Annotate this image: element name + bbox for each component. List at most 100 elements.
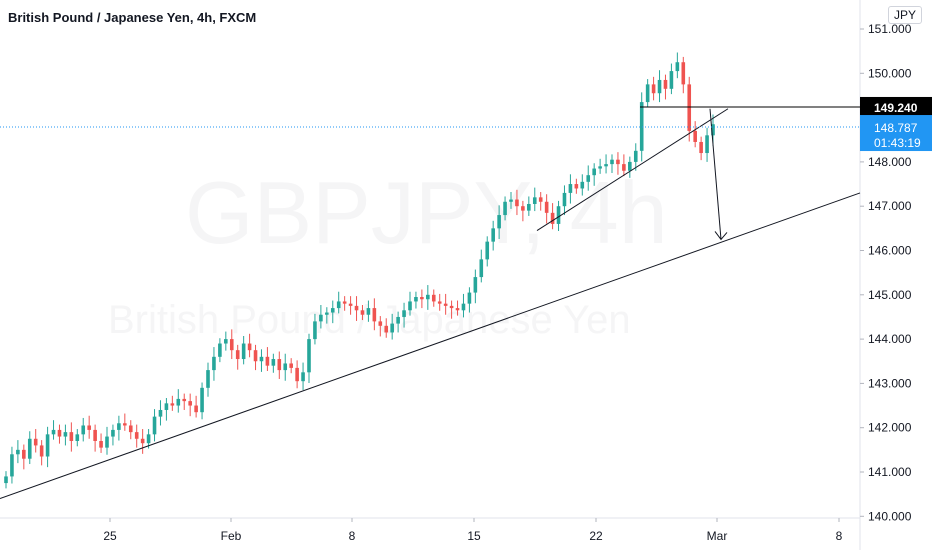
countdown-label: 01:43:19 — [874, 136, 921, 150]
y-tick-label: 148.000 — [868, 155, 912, 169]
candle-body — [509, 199, 513, 202]
candle-body — [51, 429, 56, 435]
candle-body — [711, 124, 715, 136]
candle-body — [408, 301, 412, 311]
candle-body — [342, 301, 347, 304]
candle-body — [188, 401, 192, 406]
level-price-label-bg — [860, 96, 932, 117]
candle-body — [699, 141, 703, 154]
candle-body — [378, 321, 383, 326]
candle-body — [301, 372, 305, 382]
candle-body — [384, 325, 389, 333]
candle-body — [681, 62, 686, 85]
candle-body — [319, 314, 323, 322]
candle-body — [128, 425, 133, 433]
candle-body — [693, 130, 697, 142]
current-price-label-bg — [860, 115, 932, 152]
candle-body — [295, 367, 299, 382]
candle-body — [538, 197, 543, 202]
candle-body — [99, 440, 103, 448]
trendline-short — [536, 108, 729, 231]
candle-body — [27, 438, 32, 459]
x-tick-label: 8 — [836, 529, 843, 543]
candle-body — [123, 423, 127, 426]
x-tick-label: Mar — [707, 529, 728, 543]
candle-body — [330, 308, 335, 313]
candle-body — [402, 310, 406, 317]
candle-body — [33, 438, 38, 446]
candle-body — [532, 197, 537, 204]
candle-body — [431, 294, 436, 302]
candle-body — [491, 228, 495, 242]
candle-body — [657, 79, 662, 94]
candle-body — [645, 84, 650, 103]
candle-body — [354, 305, 359, 311]
candle-body — [39, 445, 44, 457]
candle-body — [610, 159, 614, 165]
candle-body — [503, 201, 507, 216]
candle-body — [467, 292, 472, 304]
y-tick-label: 151.000 — [868, 22, 912, 36]
candle-body — [158, 409, 163, 417]
y-tick-label: 141.000 — [868, 465, 912, 479]
y-tick-label: 145.000 — [868, 288, 912, 302]
candle-body — [140, 438, 145, 444]
candle-body — [117, 423, 121, 430]
x-tick-label: 8 — [349, 529, 356, 543]
candle-body — [164, 403, 169, 410]
chart-title: British Pound / Japanese Yen, 4h, FXCM — [8, 10, 257, 25]
candle-body — [687, 84, 692, 131]
candle-body — [271, 359, 276, 366]
candle-body — [633, 150, 638, 162]
candle-body — [449, 305, 454, 309]
candle-body — [414, 297, 418, 302]
candle-body — [485, 241, 490, 260]
candle-body — [336, 301, 341, 309]
candle-body — [111, 429, 115, 437]
candle-body — [325, 312, 329, 315]
candle-body — [437, 301, 442, 304]
candle-body — [705, 135, 709, 154]
candle-body — [212, 356, 216, 371]
candle-body — [313, 321, 317, 340]
candle-body — [562, 192, 567, 207]
candle-body — [479, 259, 484, 278]
candle-body — [372, 308, 377, 322]
candle-body — [229, 339, 234, 351]
projection-arrow-head — [714, 231, 728, 241]
candle-body — [87, 425, 91, 430]
candle-body — [521, 206, 525, 211]
candle-body — [426, 294, 430, 300]
currency-badge[interactable]: JPY — [887, 6, 922, 24]
candle-body — [200, 387, 204, 413]
candle-body — [348, 303, 353, 306]
candle-body — [550, 212, 555, 224]
y-tick-label: 140.000 — [868, 509, 912, 523]
candle-body — [675, 62, 680, 72]
candle-body — [146, 434, 151, 444]
x-tick-label: 22 — [589, 529, 603, 543]
candle-body — [57, 429, 62, 437]
candle-body — [259, 356, 264, 362]
candle-body — [639, 102, 644, 151]
candle-body — [473, 277, 478, 293]
candle-body — [515, 199, 519, 207]
candle-body — [663, 79, 668, 89]
candle-body — [669, 71, 674, 89]
x-tick-label: Feb — [221, 529, 242, 543]
candle-body — [604, 164, 608, 167]
y-tick-label: 146.000 — [868, 244, 912, 258]
candle-body — [247, 343, 252, 351]
candle-body — [283, 363, 288, 371]
candle-body — [75, 434, 80, 441]
candle-body — [396, 316, 400, 324]
candle-body — [580, 181, 585, 189]
candle-body — [616, 159, 620, 165]
y-tick-label: 150.000 — [868, 66, 912, 80]
trendline-main — [0, 192, 861, 500]
y-tick-label: 147.000 — [868, 199, 912, 213]
candle-body — [544, 201, 549, 213]
candle-body — [176, 398, 181, 406]
